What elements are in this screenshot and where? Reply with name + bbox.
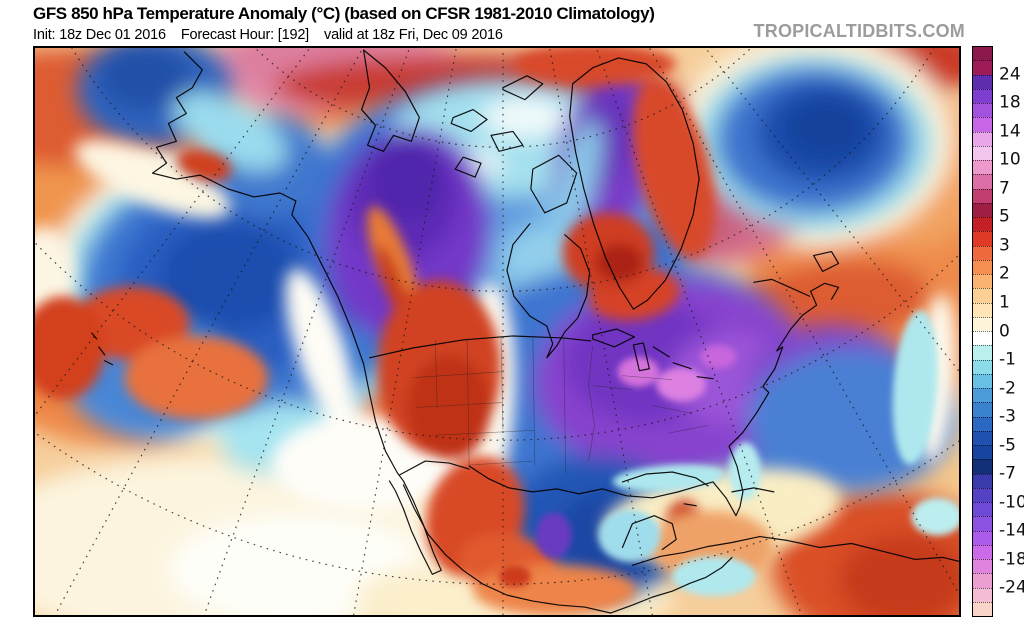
colorbar-segment [973,402,992,417]
colorbar-segment [973,316,992,331]
site-watermark: TROPICALTIDBITS.COM [753,21,965,41]
colorbar-segment [973,160,992,175]
graticule-dotted [35,48,959,615]
forecast-hour: Forecast Hour: [192] [180,27,310,43]
colorbar-segment [973,259,992,274]
colorbar-tick-label: 24 [999,64,1021,85]
colorbar-tick-label: -3 [999,406,1016,427]
colorbar-segment [973,359,992,374]
colorbar-segment [973,47,992,61]
colorbar-segment [973,131,992,146]
colorbar-tick-label: 5 [999,206,1010,227]
colorbar-segment [973,202,992,217]
colorbar-tick-label: -24 [999,578,1024,599]
colorbar-segment [973,174,992,189]
colorbar-segment [973,459,992,474]
colorbar-segment [973,559,992,574]
colorbar-segment [973,430,992,445]
map-canvas [33,46,961,617]
colorbar-tick-label: -1 [999,349,1016,370]
colorbar-tick-label: 0 [999,321,1010,342]
colorbar [972,46,993,617]
colorbar-tick-label: 3 [999,235,1010,256]
colorbar-tick-label: -5 [999,435,1016,456]
colorbar-segment [973,74,992,89]
colorbar-tick-label: -18 [999,549,1024,570]
colorbar-segment [973,217,992,232]
colorbar-tick-label: -7 [999,463,1016,484]
colorbar-segment [973,274,992,289]
run-info-line: Init: 18z Dec 01 2016 Forecast Hour: [192… [33,27,518,43]
colorbar-tick-label: -10 [999,492,1024,513]
colorbar-segment [973,587,992,602]
state-borders [413,334,709,474]
anomaly-field-warm-cores [35,48,774,615]
colorbar-segments [973,47,992,616]
colorbar-segment [973,473,992,488]
colorbar-segment [973,502,992,517]
colorbar-segment [973,88,992,103]
colorbar-segment [973,601,992,616]
colorbar-segment [973,288,992,303]
colorbar-segment [973,573,992,588]
colorbar-segment [973,60,992,75]
colorbar-segment [973,245,992,260]
colorbar-segment [973,103,992,118]
colorbar-tick-label: 2 [999,263,1010,284]
map-title: GFS 850 hPa Temperature Anomaly (°C) (ba… [33,4,655,23]
anomaly-map-svg [35,48,959,615]
colorbar-segment [973,530,992,545]
colorbar-segment [973,373,992,388]
init-time: Init: 18z Dec 01 2016 [33,27,166,43]
colorbar-segment [973,145,992,160]
colorbar-tick-label: 1 [999,292,1010,313]
colorbar-segment [973,388,992,403]
colorbar-tick-label: -14 [999,520,1024,541]
colorbar-segment [973,544,992,559]
colorbar-tick-label: -2 [999,378,1016,399]
colorbar-segment [973,331,992,346]
colorbar-tick-label: 7 [999,178,1010,199]
colorbar-tick-label: 14 [999,121,1021,142]
colorbar-segment [973,117,992,132]
valid-time: valid at 18z Fri, Dec 09 2016 [324,27,503,43]
colorbar-segment [973,487,992,502]
colorbar-segment [973,345,992,360]
colorbar-tick-label: 10 [999,149,1021,170]
coastlines [91,49,959,614]
colorbar-segment [973,516,992,531]
colorbar-segment [973,445,992,460]
colorbar-segment [973,188,992,203]
colorbar-ticks: 24 18 14 10 7 5 3 2 1 0 -1 -2 -3 -5 -7 -10 -14 -18 -24 [999,46,1024,617]
colorbar-tick-label: 18 [999,92,1021,113]
colorbar-segment [973,416,992,431]
colorbar-segment [973,302,992,317]
colorbar-segment [973,231,992,246]
